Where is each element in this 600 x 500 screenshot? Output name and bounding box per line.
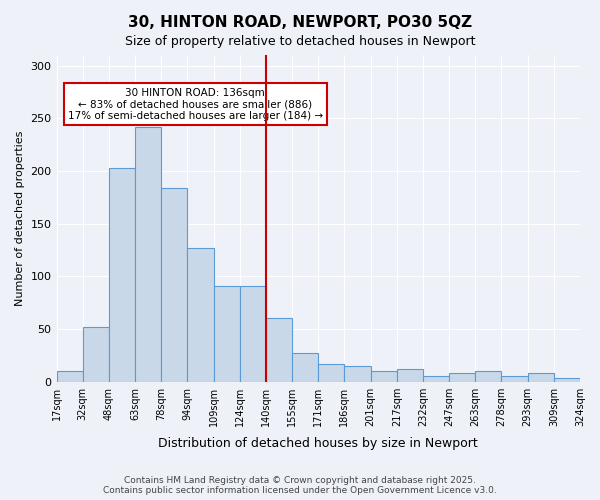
Bar — [554, 378, 580, 382]
Bar — [187, 248, 214, 382]
Bar — [292, 353, 318, 382]
Bar — [135, 126, 161, 382]
Bar — [161, 188, 187, 382]
X-axis label: Distribution of detached houses by size in Newport: Distribution of detached houses by size … — [158, 437, 478, 450]
Text: Size of property relative to detached houses in Newport: Size of property relative to detached ho… — [125, 35, 475, 48]
Bar — [56, 371, 83, 382]
Text: 30, HINTON ROAD, NEWPORT, PO30 5QZ: 30, HINTON ROAD, NEWPORT, PO30 5QZ — [128, 15, 472, 30]
Bar — [318, 364, 344, 382]
Bar — [527, 373, 554, 382]
Bar — [214, 286, 240, 382]
Bar — [502, 376, 527, 382]
Bar — [83, 327, 109, 382]
Text: Contains HM Land Registry data © Crown copyright and database right 2025.
Contai: Contains HM Land Registry data © Crown c… — [103, 476, 497, 495]
Bar — [423, 376, 449, 382]
Bar — [109, 168, 135, 382]
Bar — [266, 318, 292, 382]
Bar — [371, 371, 397, 382]
Bar — [475, 371, 502, 382]
Bar — [240, 286, 266, 382]
Text: 30 HINTON ROAD: 136sqm
← 83% of detached houses are smaller (886)
17% of semi-de: 30 HINTON ROAD: 136sqm ← 83% of detached… — [68, 88, 323, 121]
Y-axis label: Number of detached properties: Number of detached properties — [15, 130, 25, 306]
Bar — [449, 373, 475, 382]
Bar — [397, 369, 423, 382]
Bar — [344, 366, 371, 382]
